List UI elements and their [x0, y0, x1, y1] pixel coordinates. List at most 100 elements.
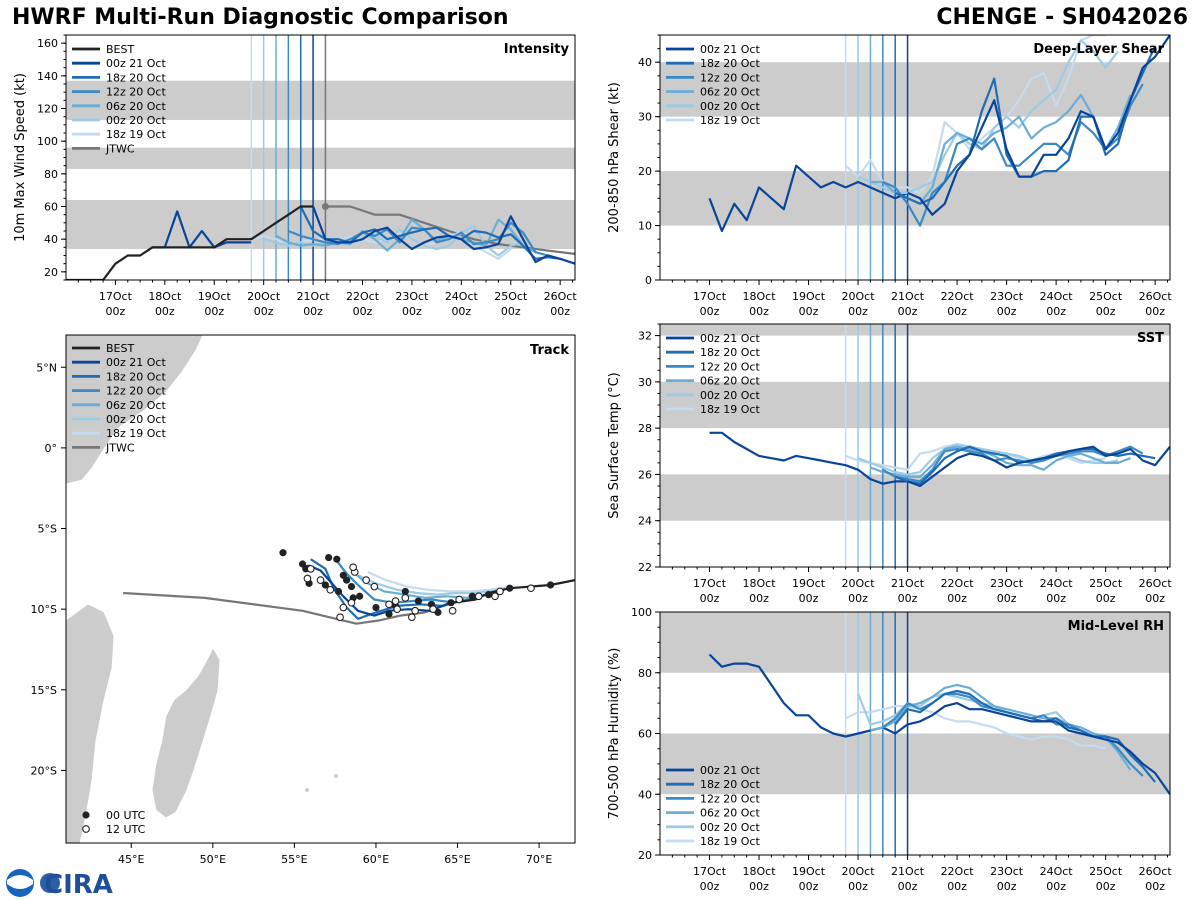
rh-plot-area: [660, 612, 1170, 855]
x-tick-day-label: 23Oct: [990, 865, 1024, 878]
position-12utc-marker: [336, 613, 344, 622]
best-track-line: [66, 205, 314, 280]
position-12utc-marker: [306, 564, 315, 573]
panel-title: Track: [530, 343, 569, 358]
legend-label: 18z 19 Oct: [700, 835, 760, 848]
legend-label: 18z 20 Oct: [106, 370, 166, 383]
x-tick-day-label: 20Oct: [842, 865, 876, 878]
legend-label: 06z 20 Oct: [700, 375, 760, 388]
track-plot-area: [66, 335, 575, 843]
legend-label: 12z 20 Oct: [700, 71, 760, 84]
legend-label: 00z 20 Oct: [106, 114, 166, 127]
y-tick-label: 100: [37, 135, 58, 148]
x-tick-hour-label: 00z: [700, 880, 720, 893]
position-12utc-marker: [429, 605, 437, 614]
series-line: [907, 701, 1170, 795]
x-tick-hour-label: 00z: [947, 880, 967, 893]
y-tick-label: 80: [44, 168, 58, 181]
position-12utc-marker: [496, 587, 504, 596]
x-tick-day-label: 24Oct: [1040, 865, 1074, 878]
position-12utc-marker: [370, 582, 379, 591]
lat-tick-label: 20°S: [31, 764, 57, 777]
position-00utc-marker: [372, 603, 380, 612]
series-line: [907, 445, 1170, 488]
comoros-island: [105, 633, 111, 639]
legend-label: 00z 21 Oct: [106, 57, 166, 70]
x-tick-hour-label: 00z: [1145, 592, 1165, 605]
series-line: [870, 683, 1132, 771]
legend-label: 00z 20 Oct: [700, 100, 760, 113]
position-12utc-marker: [339, 603, 348, 612]
lon-tick-label: 55°E: [281, 853, 307, 866]
y-tick-label: 140: [37, 70, 58, 83]
x-tick-hour-label: 00z: [1096, 880, 1116, 893]
lon-tick-label: 50°E: [200, 853, 226, 866]
x-tick-day-label: 21Oct: [891, 865, 925, 878]
x-tick-day-label: 19Oct: [792, 865, 826, 878]
x-tick-day-label: 26Oct: [1139, 865, 1173, 878]
marker-legend-label: 12 UTC: [106, 823, 146, 836]
y-tick-label: 20: [44, 266, 58, 279]
position-12utc-marker: [347, 598, 356, 607]
y-tick-label: 60: [638, 728, 652, 741]
x-tick-day-label: 21Oct: [891, 290, 925, 303]
legend-label: 00z 21 Oct: [700, 43, 760, 56]
position-12utc-marker: [401, 594, 410, 602]
y-axis-label: 200-850 hPa Shear (kt): [607, 82, 622, 233]
legend-label: 00z 21 Oct: [700, 332, 760, 345]
position-12utc-marker: [349, 563, 357, 572]
x-tick-day-label: 20Oct: [247, 290, 281, 303]
x-tick-hour-label: 00z: [1046, 592, 1066, 605]
x-tick-day-label: 25Oct: [1089, 577, 1123, 590]
x-tick-hour-label: 00z: [1046, 305, 1066, 318]
position-12utc-marker: [474, 592, 483, 601]
position-00utc-marker: [414, 597, 422, 605]
position-00utc-marker: [298, 560, 307, 568]
y-axis-label: 10m Max Wind Speed (kt): [13, 73, 28, 242]
legend-label: 18z 20 Oct: [700, 778, 760, 791]
legend-label: 06z 20 Oct: [106, 399, 166, 412]
series-line: [894, 689, 1156, 783]
lat-tick-label: 0°: [45, 442, 58, 455]
legend-label: 06z 20 Oct: [106, 100, 166, 113]
legend-label: JTWC: [105, 441, 135, 454]
africa-south-landmass: [66, 603, 115, 843]
x-tick-day-label: 26Oct: [1139, 290, 1173, 303]
lon-tick-label: 65°E: [444, 853, 470, 866]
y-tick-label: 80: [638, 667, 652, 680]
legend-label: 00z 20 Oct: [700, 389, 760, 402]
x-tick-day-label: 22Oct: [941, 290, 975, 303]
x-tick-hour-label: 00z: [254, 305, 274, 318]
y-tick-label: 40: [638, 56, 652, 69]
y-tick-label: 160: [37, 37, 58, 50]
jtwc-line: [325, 205, 575, 255]
y-tick-label: 30: [638, 376, 652, 389]
x-tick-hour-label: 00z: [997, 592, 1017, 605]
x-tick-day-label: 23Oct: [395, 290, 429, 303]
intensity-plot-area: [66, 35, 575, 280]
y-tick-label: 24: [638, 515, 652, 528]
x-tick-hour-label: 00z: [947, 592, 967, 605]
series-line: [857, 443, 1119, 476]
x-tick-hour-label: 00z: [1145, 880, 1165, 893]
madagascar-landmass: [151, 647, 221, 819]
y-tick-label: 40: [44, 233, 58, 246]
legend-label: 06z 20 Oct: [700, 86, 760, 99]
y-tick-label: 30: [638, 111, 652, 124]
x-tick-day-label: 18Oct: [743, 577, 777, 590]
position-12utc-marker: [527, 584, 535, 593]
x-tick-hour-label: 00z: [947, 305, 967, 318]
series-line: [845, 705, 1106, 750]
x-tick-hour-label: 00z: [353, 305, 373, 318]
x-tick-day-label: 25Oct: [494, 290, 528, 303]
x-tick-hour-label: 00z: [898, 592, 918, 605]
legend-label: 18z 19 Oct: [700, 114, 760, 127]
legend-label: 18z 19 Oct: [700, 403, 760, 416]
x-tick-day-label: 19Oct: [792, 577, 826, 590]
position-00utc-marker: [447, 599, 455, 607]
y-tick-label: 40: [638, 788, 652, 801]
position-00utc-marker: [356, 592, 364, 600]
storm-id: CHENGE - SH042026: [936, 5, 1188, 30]
legend-label: 00z 20 Oct: [700, 821, 760, 834]
